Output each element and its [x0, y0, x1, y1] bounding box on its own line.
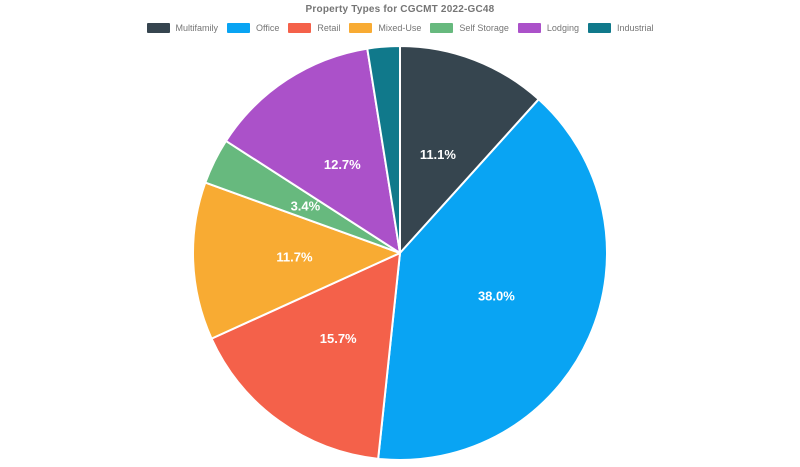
pie-slice-office[interactable]	[377, 98, 608, 461]
legend-swatch-multifamily	[146, 23, 170, 33]
legend-item-multifamily[interactable]: Multifamily	[146, 23, 219, 33]
pie-slice-industrial[interactable]	[366, 45, 401, 254]
pie-slice-label-office: 38.0%	[478, 289, 515, 304]
legend-label-retail: Retail	[317, 23, 341, 33]
pie-slice-lodging[interactable]	[224, 47, 401, 254]
legend-swatch-office	[227, 23, 251, 33]
legend-label-self-storage: Self Storage	[459, 23, 509, 33]
legend-swatch-lodging	[517, 23, 541, 33]
pie-slice-retail[interactable]	[210, 252, 401, 460]
legend-label-industrial: Industrial	[616, 23, 654, 33]
chart-title: Property Types for CGCMT 2022-GC48	[305, 4, 495, 15]
legend-label-multifamily: Multifamily	[175, 23, 219, 33]
legend-swatch-mixed-use	[349, 23, 373, 33]
pie-slice-label-mixed-use: 11.7%	[276, 250, 313, 265]
legend-item-retail[interactable]: Retail	[288, 23, 340, 33]
legend-item-self-storage[interactable]: Self Storage	[430, 23, 509, 33]
legend-swatch-self-storage	[430, 23, 454, 33]
legend-swatch-retail	[288, 23, 312, 33]
legend-item-industrial[interactable]: Industrial	[587, 23, 654, 33]
pie-slice-label-multifamily: 11.1%	[420, 147, 457, 162]
pie-slice-mixed-use[interactable]	[192, 181, 401, 340]
legend-label-lodging: Lodging	[546, 23, 579, 33]
legend: Multifamily Office Retail Mixed-Use Self Sto…	[0, 23, 800, 33]
pie-slice-label-lodging: 12.7%	[324, 157, 361, 172]
legend-item-lodging[interactable]: Lodging	[517, 23, 579, 33]
legend-label-mixed-use: Mixed-Use	[378, 23, 422, 33]
pie-slice-label-retail: 15.7%	[320, 331, 357, 346]
legend-item-office[interactable]: Office	[227, 23, 279, 33]
pie-slice-multifamily[interactable]	[399, 45, 540, 254]
legend-label-office: Office	[256, 23, 280, 33]
pie-slice-label-self-storage: 3.4%	[291, 199, 321, 214]
legend-item-mixed-use[interactable]: Mixed-Use	[349, 23, 421, 33]
legend-swatch-industrial	[587, 23, 611, 33]
